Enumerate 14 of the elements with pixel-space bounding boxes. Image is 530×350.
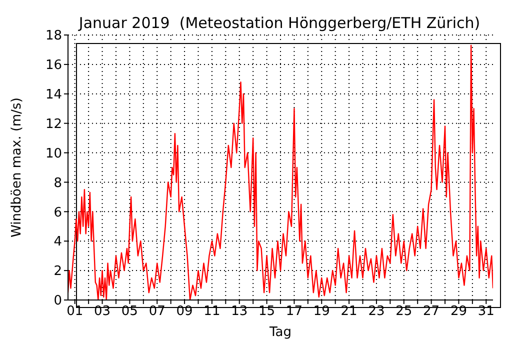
y-tick-label: 14 — [45, 88, 62, 103]
y-axis-title: Windböen max. (m/s) — [10, 98, 25, 238]
y-tick-label: 16 — [45, 58, 62, 74]
y-tick-label: 2 — [54, 264, 62, 280]
y-tick-label: 8 — [54, 176, 62, 191]
y-tick-label: 0 — [54, 294, 62, 309]
y-tick-label: 18 — [45, 28, 62, 44]
y-tick-label: 4 — [54, 234, 62, 250]
x-axis-title: Tag — [268, 325, 292, 340]
y-tick-label: 6 — [54, 205, 62, 220]
y-tick-label: 10 — [45, 146, 62, 162]
x-tick-label: 01 — [66, 304, 84, 320]
y-tick-label: 12 — [45, 116, 62, 132]
chart-title: Januar 2019 (Meteostation Hönggerberg/ETH Zürich) — [77, 14, 482, 32]
